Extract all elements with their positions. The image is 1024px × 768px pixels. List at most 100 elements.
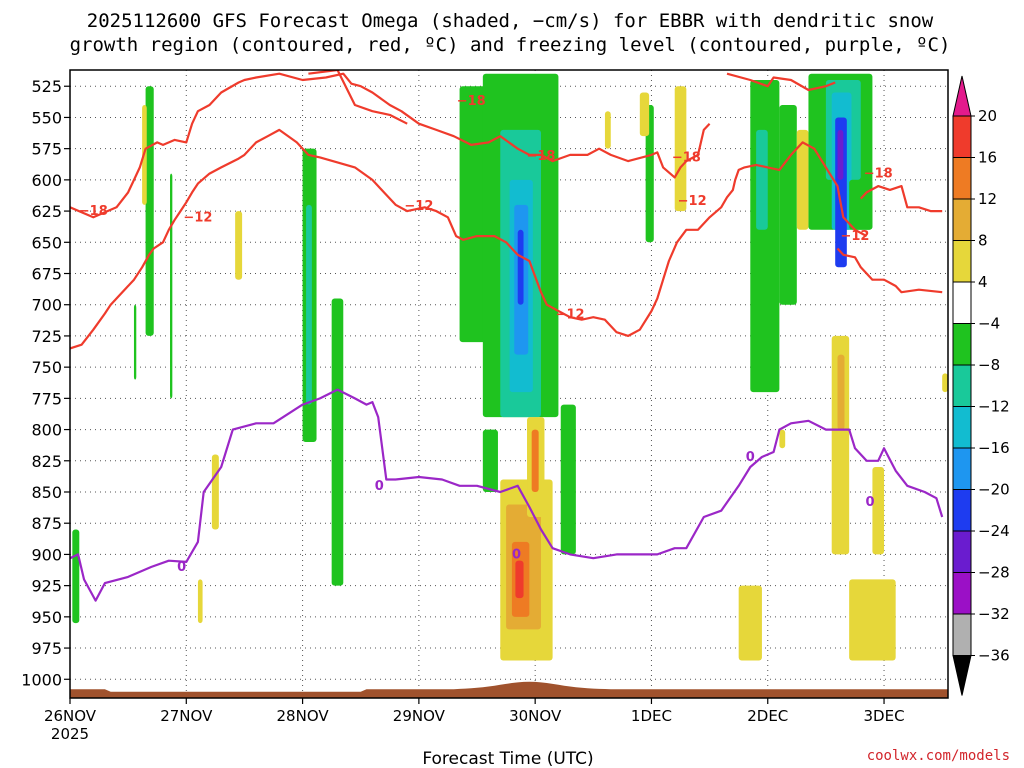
chart-title-line-1: 2025112600 GFS Forecast Omega (shaded, −… [87,10,934,32]
y-tick-label-3: 600 [31,171,62,190]
colorbar-label-2: 12 [978,190,997,208]
colorbar-swatch-0 [952,75,972,117]
freezing-level-label-1: 0 [375,479,384,494]
omega-cell-37 [942,373,948,393]
dgz-contour-label-5: −12 [556,308,585,323]
x-tick-sublabel-0: 2025 [51,725,89,743]
x-tick-label-4: 30NOV [509,707,562,725]
colorbar-label-3: 8 [978,232,988,250]
y-tick-label-18: 975 [31,639,62,658]
y-tick-label-19: 1000 [21,670,62,689]
freezing-level-label-4: 0 [866,495,875,510]
colorbar-label-9: −20 [978,481,1010,499]
colorbar-swatch-1 [952,115,972,158]
omega-cell-18 [779,104,797,305]
omega-cell-28 [197,579,203,624]
omega-shading [72,73,948,661]
colorbar-label-0: 20 [978,107,997,125]
colorbar-label-7: −12 [978,398,1010,416]
y-tick-label-6: 675 [31,265,62,284]
omega-cell-38 [738,585,762,661]
colorbar-label-13: −36 [978,647,1010,665]
colorbar-label-6: −8 [978,356,1000,374]
omega-cell-14 [560,404,576,555]
y-tick-label-1: 550 [31,108,62,127]
colorbar-swatch-14 [952,655,972,696]
omega-cell-31 [674,86,687,212]
plot-frame [69,69,949,699]
omega-cell-35 [837,354,845,430]
omega-cell-13 [517,229,524,305]
colorbar-swatch-7 [952,364,972,407]
dgz-contour-label-7: −12 [678,194,707,209]
omega-cell-27 [211,454,219,530]
omega-cell-43 [515,560,524,599]
colorbar-label-8: −16 [978,439,1010,457]
colorbar-swatch-4 [952,240,972,283]
dgz-contour-label-6: −18 [672,150,701,165]
freezing-level-label-0: 0 [177,560,186,575]
omega-cell-23 [837,129,844,180]
x-tick-label-3: 29NOV [393,707,446,725]
colorbar-swatch-10 [952,489,972,532]
omega-cell-7 [459,86,489,343]
omega-cell-0 [145,86,154,336]
omega-cell-5 [306,204,312,405]
x-tick-label-6: 2DEC [747,707,788,725]
omega-cell-2 [133,304,137,380]
colorbar-swatch-13 [952,613,972,656]
x-axis-title: Forecast Time (UTC) [422,749,593,768]
colorbar: 20 16 12 8 4 −4 −8 −12 −16 −20 −24 −28 −32 −36 [952,75,1010,696]
y-tick-label-12: 825 [31,452,62,471]
y-tick-label-15: 900 [31,545,62,564]
y-tick-label-7: 700 [31,296,62,315]
x-tick-label-0: 26NOV [44,707,97,725]
dgz-contour-line-0 [70,72,711,219]
y-tick-label-9: 750 [31,358,62,377]
colorbar-label-12: −32 [978,605,1010,623]
omega-cell-34 [831,335,850,555]
omega-cell-6 [331,298,344,586]
colorbar-label-11: −28 [978,564,1010,582]
omega-cell-3 [72,529,80,624]
omega-cell-33 [779,429,786,449]
colorbar-swatch-5 [952,281,972,324]
omega-cell-24 [849,179,873,230]
colorbar-swatch-8 [952,406,972,449]
y-tick-label-8: 725 [31,327,62,346]
y-tick-label-16: 925 [31,577,62,596]
omega-cell-39 [849,579,896,661]
terrain-area [70,681,948,698]
terrain-fill [70,681,948,698]
dgz-contour-label-2: −12 [404,199,433,214]
colorbar-swatch-3 [952,198,972,241]
y-tick-label-14: 875 [31,514,62,533]
chart-title-line-2: growth region (contoured, red, ºC) and f… [70,34,951,56]
dgz-contour-line-1 [70,128,868,350]
dgz-contour-label-8: −18 [864,167,893,182]
omega-cell-26 [235,211,243,280]
y-tick-label-2: 575 [31,140,62,159]
colorbar-swatch-9 [952,447,972,490]
x-tick-label-7: 3DEC [864,707,905,725]
x-tick-label-2: 28NOV [277,707,330,725]
x-tick-label-1: 27NOV [160,707,213,725]
contour-lines [70,70,944,602]
dgz-contour-line-3 [726,72,836,92]
contour-labels: −18 −12 −12 −18 −18 −12 −18 −12 −18 −12 0 0 0 0 0 [79,94,893,575]
colorbar-label-10: −24 [978,522,1010,540]
freezing-level-line [70,388,944,602]
y-tick-label-10: 775 [31,389,62,408]
omega-cell-36 [872,467,885,555]
colorbar-swatch-2 [952,157,972,200]
colorbar-label-5: −4 [978,315,1000,333]
freezing-level-label-2: 0 [512,547,521,562]
omega-cell-32 [796,129,809,230]
omega-cell-17 [756,129,768,230]
credit-text: coolwx.com/models [867,748,1010,764]
omega-cell-30 [639,92,650,137]
dgz-contour-label-9: −12 [840,229,869,244]
omega-cell-16 [750,79,780,393]
